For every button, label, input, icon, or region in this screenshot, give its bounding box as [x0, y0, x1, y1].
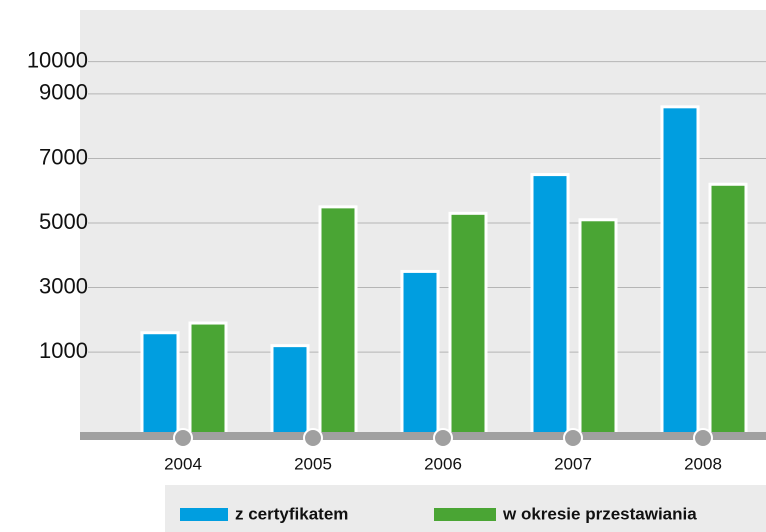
legend-swatch [180, 508, 228, 521]
x-tick-label: 2004 [164, 454, 202, 473]
bar [400, 269, 440, 438]
bar [318, 205, 358, 438]
axis-knob [303, 428, 323, 448]
x-tick-label: 2005 [294, 454, 332, 473]
bar [448, 211, 488, 438]
axis-knob [433, 428, 453, 448]
x-tick-label: 2008 [684, 454, 722, 473]
legend-swatch [434, 508, 496, 521]
axis-knob [693, 428, 713, 448]
y-tick-label: 7000 [39, 144, 88, 169]
x-tick-label: 2007 [554, 454, 592, 473]
bar [188, 321, 228, 438]
x-tick-label: 2006 [424, 454, 462, 473]
y-tick-label: 3000 [39, 273, 88, 298]
legend-label: w okresie przestawiania [502, 504, 697, 523]
bar [530, 173, 570, 438]
y-tick-label: 1000 [39, 338, 88, 363]
y-tick-label: 9000 [39, 80, 88, 105]
x-axis [80, 432, 766, 440]
bar [660, 105, 700, 438]
axis-knob [563, 428, 583, 448]
y-tick-label: 10000 [27, 47, 88, 72]
bar [708, 182, 748, 438]
axis-knob [173, 428, 193, 448]
legend-label: z certyfikatem [235, 504, 348, 523]
bar [270, 344, 310, 438]
y-tick-label: 5000 [39, 209, 88, 234]
bar [140, 331, 180, 438]
bar [578, 218, 618, 438]
